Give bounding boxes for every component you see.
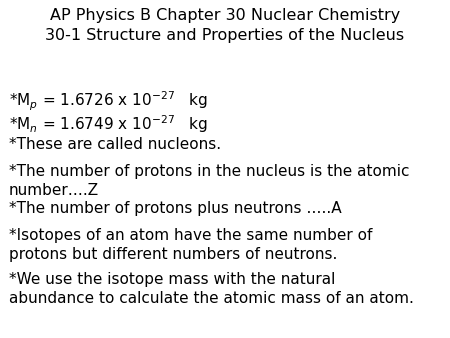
Text: *We use the isotope mass with the natural
abundance to calculate the atomic mass: *We use the isotope mass with the natura… <box>9 272 414 306</box>
Text: *These are called nucleons.: *These are called nucleons. <box>9 137 221 152</box>
Text: *M$_p$ = 1.6726 x 10$^{-27}$   kg: *M$_p$ = 1.6726 x 10$^{-27}$ kg <box>9 90 208 113</box>
Text: *The number of protons in the nucleus is the atomic
number….Z: *The number of protons in the nucleus is… <box>9 164 410 197</box>
Text: AP Physics B Chapter 30 Nuclear Chemistry
30-1 Structure and Properties of the N: AP Physics B Chapter 30 Nuclear Chemistr… <box>45 8 405 43</box>
Text: *M$_n$ = 1.6749 x 10$^{-27}$   kg: *M$_n$ = 1.6749 x 10$^{-27}$ kg <box>9 113 208 135</box>
Text: *Isotopes of an atom have the same number of
protons but different numbers of ne: *Isotopes of an atom have the same numbe… <box>9 228 373 262</box>
Text: *The number of protons plus neutrons …..A: *The number of protons plus neutrons …..… <box>9 201 342 216</box>
